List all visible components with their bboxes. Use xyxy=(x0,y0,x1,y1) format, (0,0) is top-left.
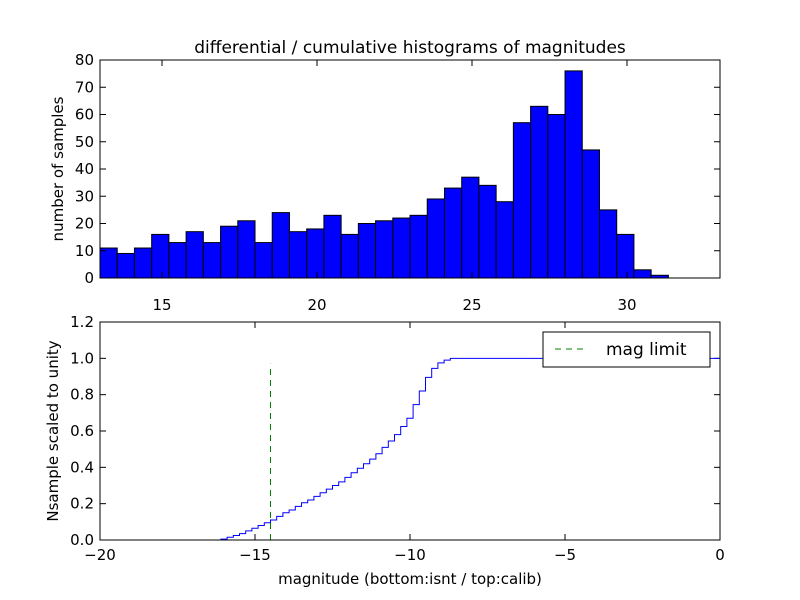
chart-title: differential / cumulative histograms of … xyxy=(194,38,626,58)
y-tick-label: 1.0 xyxy=(70,349,94,367)
x-tick-label: 25 xyxy=(462,296,481,314)
y-tick-label: 0.8 xyxy=(70,386,94,404)
histogram-bar xyxy=(220,225,239,279)
histogram-bar xyxy=(271,212,290,279)
y-tick-label: 10 xyxy=(75,242,94,260)
cumulative-line xyxy=(100,357,721,541)
x-tick-label: 30 xyxy=(617,296,636,314)
histogram-bars xyxy=(99,70,720,279)
histogram-bar xyxy=(495,201,514,279)
y-tick-label: 0.2 xyxy=(70,495,94,513)
histogram-bar xyxy=(478,184,497,279)
histogram-bar xyxy=(375,220,394,279)
x-tick-label: −15 xyxy=(239,546,271,564)
histogram-bar xyxy=(288,231,308,279)
legend: mag limit xyxy=(542,331,711,368)
x-tick-label: 15 xyxy=(152,296,171,314)
histogram-bar xyxy=(443,187,463,279)
histogram-bar xyxy=(151,233,170,279)
top-plot-frame xyxy=(99,59,721,279)
histogram-bar xyxy=(409,214,428,279)
cumulative-chart: −20 −15 −10 −5 0 0.0 0.2 0.4 0.6 0.8 1.0 1.2 Nsampl… xyxy=(44,313,725,588)
histogram-bar xyxy=(133,247,153,279)
histogram-bar xyxy=(202,242,222,279)
histogram-bar xyxy=(116,252,135,279)
histogram-bar xyxy=(254,242,273,279)
histogram-bar xyxy=(237,220,256,279)
bottom-y-axis-label: Nsample scaled to unity xyxy=(44,340,62,521)
y-tick-label: 40 xyxy=(75,160,94,178)
y-tick-label: 80 xyxy=(75,51,94,69)
histogram-bar xyxy=(581,149,600,279)
histogram-bar xyxy=(357,223,377,279)
y-tick-label: 60 xyxy=(75,106,94,124)
histogram-bar xyxy=(547,114,566,279)
x-tick-label: 20 xyxy=(307,296,326,314)
histogram-bar xyxy=(564,70,583,279)
histogram-bar xyxy=(168,242,187,279)
histogram-bar xyxy=(185,231,204,279)
y-tick-label: 20 xyxy=(75,215,94,233)
bottom-axis-ticks: −20 −15 −10 −5 0 0.0 0.2 0.4 0.6 0.8 1.0 1.2 xyxy=(70,313,725,564)
histogram-bar xyxy=(530,105,549,279)
x-tick-label: −10 xyxy=(394,546,426,564)
histogram-bar xyxy=(633,269,652,279)
legend-label: mag limit xyxy=(606,340,687,360)
y-tick-label: 30 xyxy=(75,187,94,205)
histogram-bar xyxy=(340,233,359,279)
histogram-bar xyxy=(99,247,118,279)
x-tick-label: −5 xyxy=(554,546,576,564)
y-tick-label: 0 xyxy=(84,269,94,287)
histogram-bar xyxy=(392,217,411,279)
x-tick-label: −20 xyxy=(84,546,116,564)
histogram-bar xyxy=(598,209,618,279)
y-tick-label: 70 xyxy=(75,78,94,96)
bottom-plot-frame xyxy=(99,321,721,541)
x-tick-label: 0 xyxy=(715,546,725,564)
y-tick-label: 50 xyxy=(75,133,94,151)
histogram-bar xyxy=(461,176,480,279)
top-y-axis-label: number of samples xyxy=(49,96,67,241)
x-axis-label: magnitude (bottom:isnt / top:calib) xyxy=(278,570,542,588)
y-tick-label: 0.6 xyxy=(70,422,94,440)
histogram-chart: differential / cumulative histograms of … xyxy=(49,38,721,314)
histogram-bar xyxy=(426,198,445,279)
histogram-bar xyxy=(616,233,635,279)
histogram-bar xyxy=(512,122,532,279)
y-tick-label: 0.4 xyxy=(70,458,94,476)
histogram-bar xyxy=(306,228,325,279)
top-axis-ticks: 15 20 25 30 0 10 20 30 40 50 60 70 80 xyxy=(75,51,720,314)
histogram-bar xyxy=(323,214,342,279)
y-tick-label: 0.0 xyxy=(70,531,94,549)
y-tick-label: 1.2 xyxy=(70,313,94,331)
